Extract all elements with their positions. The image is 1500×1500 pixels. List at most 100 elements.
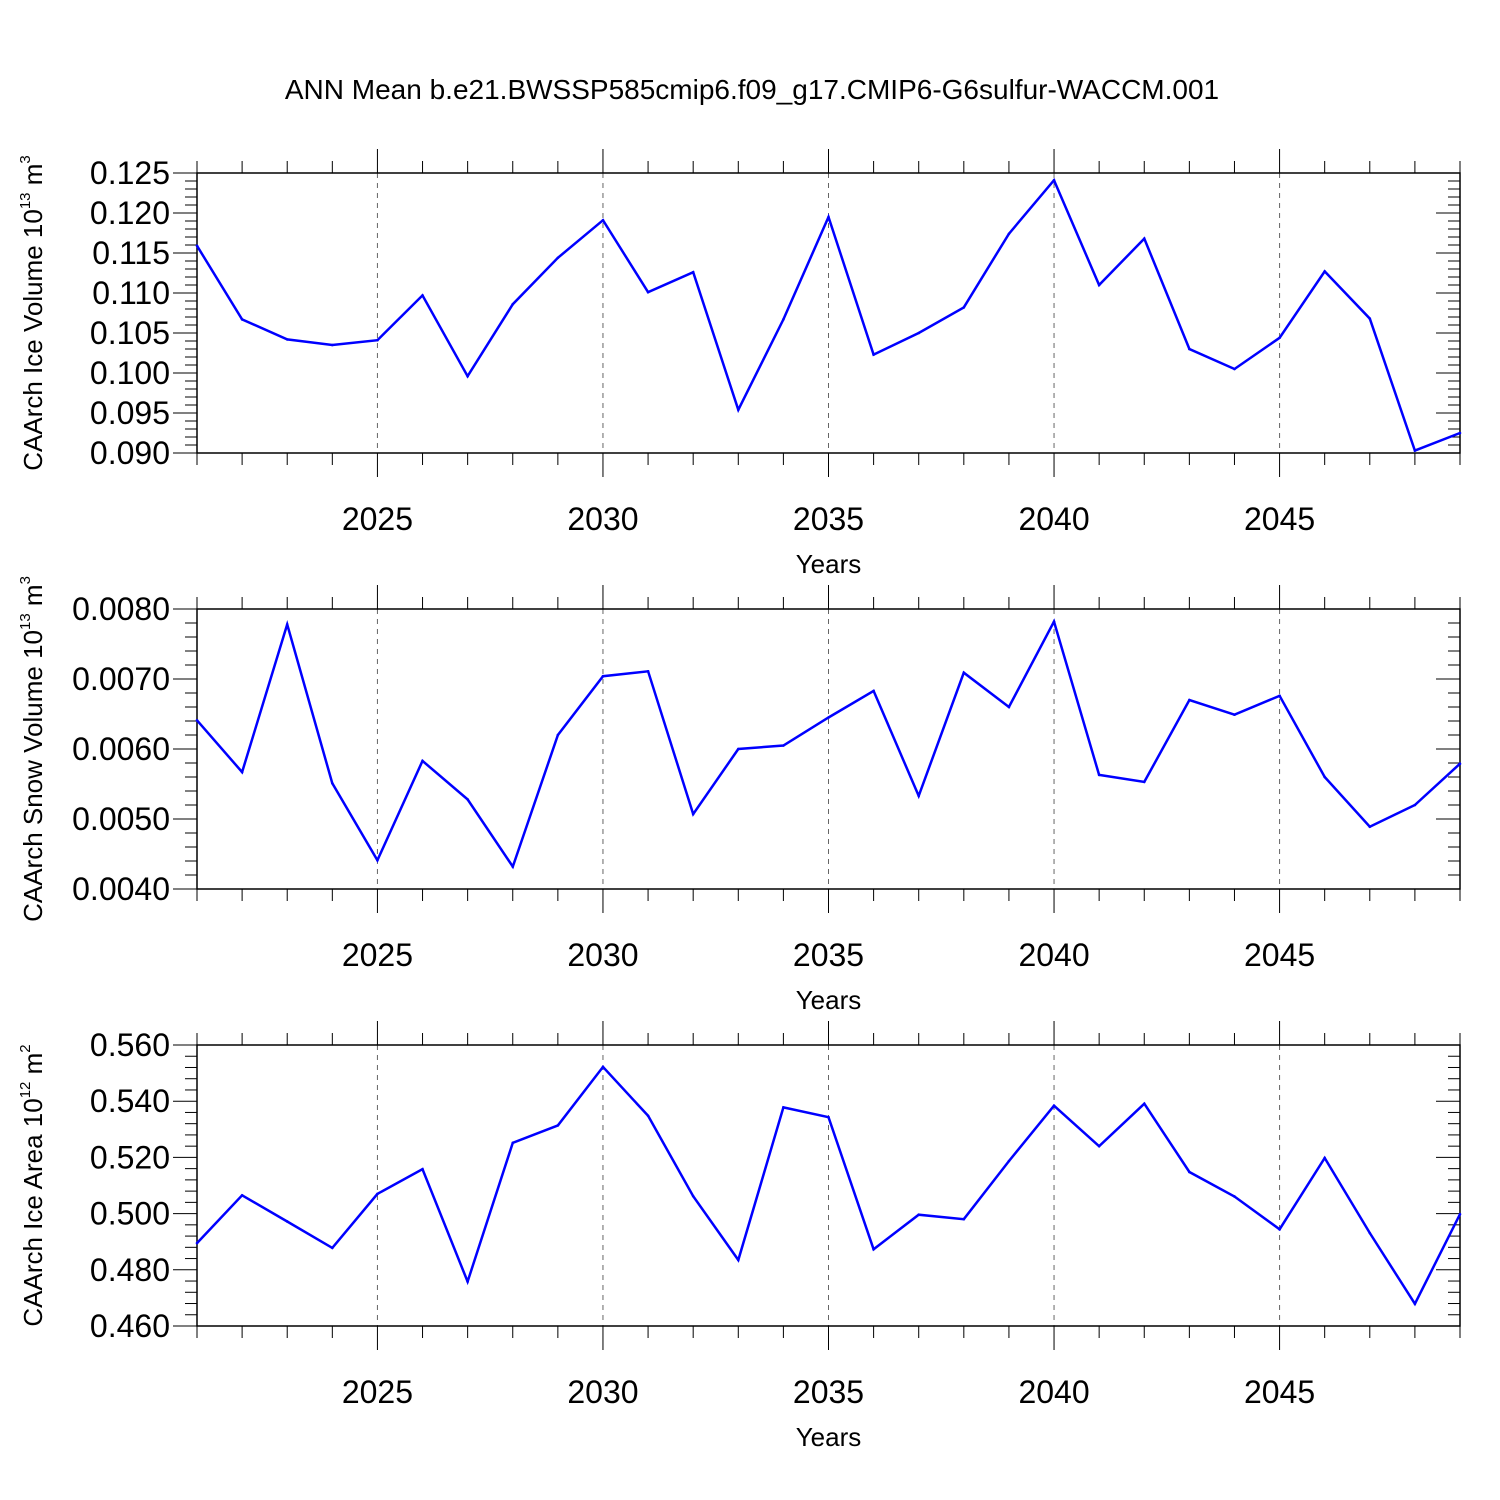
data-point [917, 331, 921, 335]
x-tick-label: 2030 [567, 501, 638, 537]
y-tick-label: 0.0050 [72, 801, 170, 837]
data-point [1323, 775, 1326, 779]
data-point [601, 1065, 605, 1069]
data-point [1413, 1302, 1417, 1306]
data-point [736, 1258, 740, 1262]
data-point [872, 353, 875, 356]
x-tick-label: 2025 [342, 501, 413, 537]
data-point [962, 306, 966, 309]
x-tick-label: 2025 [342, 1374, 413, 1410]
y-tick-label: 0.0040 [72, 871, 170, 907]
data-point [691, 270, 695, 274]
data-point [376, 859, 379, 862]
data-point [466, 1280, 469, 1283]
data-point [1278, 1228, 1281, 1231]
data-point [962, 1217, 966, 1221]
data-point [421, 1167, 424, 1171]
data-point [691, 812, 695, 816]
panel-1: 2025 2030 2035 2040 2045 Years 0.090 0.095 0.100… [17, 149, 1462, 579]
data-point [1142, 1102, 1146, 1106]
data-point [782, 744, 785, 747]
y-axis-label-text: m [18, 1053, 48, 1082]
data-point [240, 770, 244, 774]
y-tick-label: 0.105 [90, 315, 170, 351]
y-tick-label: 0.540 [90, 1083, 170, 1119]
y-tick-label: 0.520 [90, 1139, 170, 1175]
data-point [1052, 1104, 1056, 1107]
data-point [917, 794, 921, 798]
data-point [1233, 713, 1236, 716]
x-tick-label: 2045 [1244, 937, 1315, 973]
data-point [917, 1213, 921, 1217]
data-point [827, 1115, 830, 1119]
x-tick-label: 2040 [1018, 501, 1089, 537]
x-tick-label: 2035 [793, 937, 864, 973]
data-point [736, 747, 740, 751]
x-axis-label: Years [796, 1422, 862, 1452]
x-tick-label: 2040 [1018, 1374, 1089, 1410]
y-tick-label: 0.100 [90, 355, 170, 391]
data-point [556, 256, 560, 260]
data-point [782, 318, 785, 321]
data-point [1188, 347, 1191, 351]
y-axis-label-text: CAArch Snow Volume 10 [18, 630, 48, 922]
y-tick-label: 0.120 [90, 195, 170, 231]
data-point [511, 1141, 515, 1145]
data-point [1097, 283, 1101, 287]
data-point [1097, 773, 1101, 777]
y-tick-label: 0.500 [90, 1196, 170, 1232]
data-point [376, 338, 379, 342]
data-point [1323, 270, 1326, 273]
data-point [646, 670, 650, 673]
y-axis-label-superscript: 3 [17, 576, 34, 584]
data-point [1458, 762, 1462, 765]
figure-title: ANN Mean b.e21.BWSSP585cmip6.f09_g17.CMI… [285, 74, 1219, 105]
y-axis-label-text: m [18, 584, 48, 613]
data-point [556, 733, 560, 737]
y-tick-label: 0.110 [92, 275, 170, 311]
y-axis-label-text: CAArch Ice Volume 10 [18, 209, 48, 471]
data-point [1233, 367, 1236, 371]
data-point [782, 1106, 785, 1109]
y-axis-label-superscript: 13 [17, 613, 34, 630]
data-point [1188, 698, 1191, 702]
data-point [1097, 1144, 1101, 1148]
data-point [1278, 336, 1281, 340]
y-tick-label: 0.095 [90, 395, 170, 431]
y-axis-label-superscript: 13 [17, 192, 34, 209]
panel-3: 2025 2030 2035 2040 2045 Years 0.460 0.480 0.500… [17, 1021, 1462, 1452]
y-tick-label: 0.560 [90, 1027, 170, 1063]
data-point [1413, 449, 1417, 452]
x-tick-label: 2035 [793, 501, 864, 537]
data-point [1458, 1212, 1462, 1216]
data-point [331, 1246, 334, 1250]
y-axis-label: CAArch Snow Volume 1013 m3 [17, 576, 48, 922]
y-tick-label: 0.0060 [72, 731, 170, 767]
data-point [421, 759, 424, 763]
x-tick-label: 2035 [793, 1374, 864, 1410]
data-point [962, 671, 966, 674]
data-point [511, 865, 515, 868]
data-point [691, 1194, 695, 1198]
data-point [421, 294, 424, 297]
data-point [1142, 237, 1146, 240]
data-point [195, 244, 199, 248]
x-axis-label: Years [796, 985, 862, 1015]
y-tick-label: 0.125 [90, 155, 170, 191]
data-point [1413, 803, 1417, 807]
y-tick-label: 0.460 [90, 1308, 170, 1344]
data-point [285, 338, 289, 341]
data-point [285, 1220, 289, 1223]
x-tick-label: 2030 [567, 1374, 638, 1410]
y-tick-label: 0.090 [90, 435, 170, 471]
panels-group: 2025 2030 2035 2040 2045 Years 0.090 0.095 0.100… [17, 149, 1462, 1452]
data-point [827, 215, 830, 219]
y-axis-label-text: CAArch Ice Area 10 [18, 1098, 48, 1326]
data-point [827, 716, 830, 719]
y-tick-label: 0.0070 [72, 661, 170, 697]
data-point [1278, 694, 1281, 698]
data-point [646, 1114, 650, 1118]
data-point [1007, 1159, 1011, 1163]
data-point [1458, 431, 1462, 435]
